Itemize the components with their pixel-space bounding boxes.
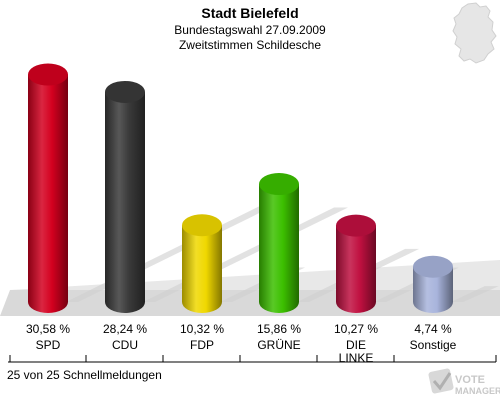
category-label: DIE <box>346 338 366 352</box>
category-label: SPD <box>36 338 61 352</box>
checkmark-icon <box>428 368 454 394</box>
bar-top-cap <box>336 214 376 237</box>
category-label: LINKE <box>339 351 374 365</box>
chart-subtitle-district: Zweitstimmen Schildesche <box>178 38 322 52</box>
chart-title: Stadt Bielefeld <box>201 5 299 21</box>
value-label: 30,58 % <box>26 322 70 336</box>
bar-shadow <box>451 286 499 302</box>
value-label: 10,32 % <box>180 322 224 336</box>
bar-die-linke <box>336 225 376 313</box>
bar-spd <box>28 74 68 313</box>
value-label: 10,27 % <box>334 322 378 336</box>
bar-top-cap <box>182 214 222 237</box>
bar-top-cap <box>259 173 299 196</box>
category-label: FDP <box>190 338 214 352</box>
value-label: 28,24 % <box>103 322 147 336</box>
category-label: GRÜNE <box>257 338 300 352</box>
bar-cdu <box>105 91 145 313</box>
bar-fdp <box>182 225 222 313</box>
bar-top-cap <box>105 80 145 103</box>
chart-subtitle: Bundestagswahl 27.09.2009 <box>174 23 326 37</box>
value-label: 4,74 % <box>414 322 452 336</box>
value-label: 15,86 % <box>257 322 301 336</box>
footer-status: 25 von 25 Schnellmeldungen <box>7 368 162 382</box>
vote-manager-logo: VOTE MANAGER <box>428 368 500 396</box>
category-label: CDU <box>112 338 138 352</box>
category-label: Sonstige <box>410 338 457 352</box>
bar-top-cap <box>413 255 453 278</box>
bar-gr-ne <box>259 184 299 313</box>
bar-sonstige <box>413 266 453 313</box>
germany-map-icon <box>452 2 497 64</box>
logo-text-line1: VOTE <box>455 374 485 386</box>
logo-text-line2: MANAGER <box>455 386 500 396</box>
bar-top-cap <box>28 63 68 86</box>
